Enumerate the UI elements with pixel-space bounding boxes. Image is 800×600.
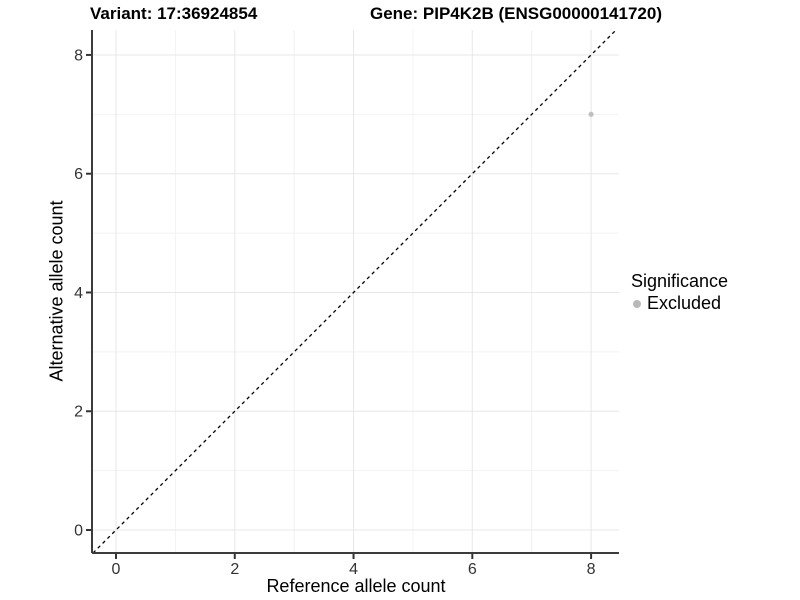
legend-title: Significance bbox=[631, 271, 729, 291]
data-point bbox=[588, 111, 594, 117]
x-tick-label: 8 bbox=[587, 561, 596, 578]
x-tick-label: 0 bbox=[112, 561, 121, 578]
y-axis-label: Alternative allele count bbox=[46, 200, 67, 382]
legend: Significance Excluded bbox=[631, 271, 728, 313]
x-tick-label: 2 bbox=[230, 561, 239, 578]
legend-item-excluded: Excluded bbox=[631, 294, 728, 313]
y-tick-label: 2 bbox=[74, 404, 83, 421]
y-tick-label: 6 bbox=[74, 166, 83, 183]
variant-title: Variant: 17:36924854 bbox=[90, 4, 258, 23]
x-tick-label: 4 bbox=[349, 561, 358, 578]
gene-title: Gene: PIP4K2B (ENSG00000141720) bbox=[370, 4, 662, 23]
x-axis-label: Reference allele count bbox=[266, 576, 446, 596]
y-tick-label: 8 bbox=[74, 47, 83, 64]
y-tick-label: 4 bbox=[74, 285, 83, 302]
identity-line bbox=[92, 29, 617, 554]
x-tick-label: 6 bbox=[468, 561, 477, 578]
y-tick-label: 0 bbox=[74, 523, 83, 540]
legend-item-label: Excluded bbox=[647, 293, 722, 313]
excluded-point-swatch bbox=[633, 299, 641, 308]
